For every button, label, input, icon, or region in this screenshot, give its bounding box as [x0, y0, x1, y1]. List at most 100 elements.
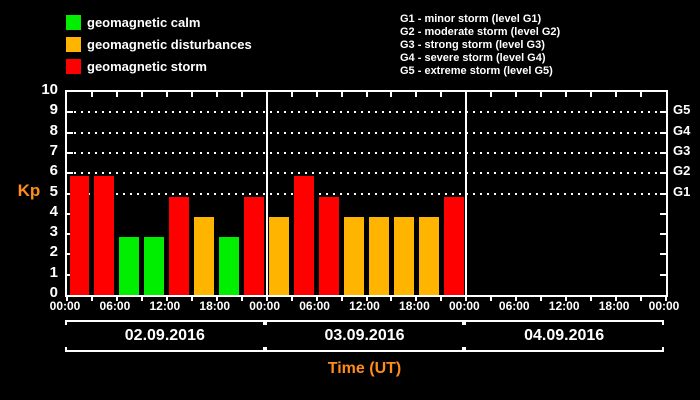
kp-bar — [219, 237, 240, 295]
kp-bar — [319, 196, 340, 295]
x-axis-tick — [340, 92, 343, 97]
y-axis-tick — [660, 273, 666, 276]
y-tick-label: 9 — [49, 101, 58, 119]
x-axis-tick — [640, 297, 643, 301]
day-bracket-top — [65, 320, 265, 325]
x-axis-tick — [315, 297, 318, 301]
x-axis-tick — [490, 297, 493, 301]
x-axis-tick — [640, 92, 643, 97]
day-separator — [465, 92, 468, 295]
dotted-gridline — [67, 131, 666, 134]
kp-bar — [194, 216, 215, 295]
kp-bar — [269, 216, 290, 295]
x-axis-tick — [390, 297, 393, 301]
kp-bar — [69, 176, 90, 295]
legend: geomagnetic calm geomagnetic disturbances… — [66, 15, 252, 81]
x-tick-label: 12:00 — [548, 299, 580, 313]
x-tick-label: 06:00 — [498, 299, 530, 313]
y-axis-tick — [660, 151, 666, 154]
x-axis-tick — [115, 92, 118, 97]
y-tick-label: 0 — [49, 284, 58, 301]
plot-area — [65, 90, 668, 301]
x-axis-tick — [565, 297, 568, 301]
y-axis-tick — [660, 253, 666, 256]
y-axis-tick — [67, 111, 73, 114]
x-tick-label: 12:00 — [349, 299, 380, 313]
x-tick-label: 06:00 — [99, 299, 131, 313]
x-axis-tick — [365, 297, 368, 301]
x-axis-tick — [515, 297, 518, 301]
day-bracket-top — [464, 320, 664, 325]
x-axis-tick — [565, 92, 568, 97]
g-level-label: G1 — [673, 183, 691, 199]
y-tick-label: 1 — [49, 263, 58, 281]
x-axis-title: Time (UT) — [327, 360, 402, 377]
x-axis-tick — [165, 297, 168, 301]
x-axis-tick — [615, 297, 618, 301]
dotted-gridline — [67, 192, 666, 195]
y-axis-title: Kp — [17, 181, 41, 200]
storm-swatch — [66, 59, 81, 74]
y-axis-tick — [660, 212, 666, 215]
storm-scale-line: G4 - severe storm (level G4) — [400, 52, 546, 64]
x-axis-tick — [540, 92, 543, 97]
x-tick-label: 00:00 — [249, 299, 280, 313]
x-axis-tick — [140, 297, 143, 301]
y-tick-label: 2 — [49, 243, 58, 261]
day-bracket-top — [264, 320, 465, 325]
y-tick-label: 4 — [49, 202, 58, 220]
legend-item: geomagnetic storm — [66, 59, 252, 74]
day-bracket-bottom — [65, 347, 265, 352]
x-axis-tick — [590, 297, 593, 301]
y-axis-tick — [660, 233, 666, 236]
storm-scale-line: G3 - strong storm (level G3) — [400, 39, 545, 51]
x-axis-tick — [515, 92, 518, 97]
y-axis-tick — [67, 131, 73, 134]
date-label: 04.09.2016 — [524, 327, 605, 344]
storm-scale-key: G1 - minor storm (level G1) G2 - moderate… — [400, 13, 560, 78]
kp-bar — [144, 237, 165, 295]
kp-bar — [169, 196, 190, 295]
kp-bar — [369, 216, 389, 295]
legend-label: geomagnetic disturbances — [87, 37, 252, 52]
storm-scale-line: G5 - extreme storm (level G5) — [400, 65, 553, 77]
x-axis-tick — [665, 297, 667, 301]
kp-bar — [244, 196, 265, 295]
x-tick-label: 18:00 — [199, 299, 231, 313]
x-axis-tick — [140, 92, 143, 97]
g-level-label: G2 — [673, 163, 691, 179]
x-axis-tick — [240, 297, 243, 301]
x-tick-label: 00:00 — [448, 299, 480, 313]
g-level-label: G3 — [673, 142, 691, 158]
x-axis-tick — [115, 297, 118, 301]
g-level-label: G4 — [673, 122, 691, 138]
y-axis-tick — [67, 151, 73, 154]
kp-bar — [443, 196, 464, 295]
x-tick-label: 00:00 — [648, 299, 680, 313]
x-axis-tick — [540, 297, 543, 301]
x-tick-label: 06:00 — [299, 299, 330, 313]
x-axis-tick — [365, 92, 368, 97]
x-tick-label: 18:00 — [399, 299, 430, 313]
disturbance-swatch — [66, 37, 81, 52]
legend-item: geomagnetic disturbances — [66, 37, 252, 52]
date-label: 03.09.2016 — [324, 327, 405, 344]
x-axis-tick — [290, 297, 293, 301]
legend-label: geomagnetic storm — [87, 59, 207, 74]
y-tick-label: 5 — [49, 182, 58, 200]
dotted-gridline — [67, 111, 666, 114]
x-axis-tick — [465, 297, 468, 301]
y-tick-label: 3 — [49, 223, 58, 241]
y-axis-tick — [660, 172, 666, 175]
y-tick-label: 7 — [49, 141, 58, 159]
x-axis-tick — [90, 92, 93, 97]
storm-scale-line: G2 - moderate storm (level G2) — [400, 26, 561, 38]
y-axis-tick — [67, 172, 73, 175]
x-axis-tick — [215, 92, 218, 97]
dotted-gridline — [67, 151, 666, 154]
x-axis-tick — [440, 297, 443, 301]
x-axis-tick — [390, 92, 393, 97]
y-axis-tick — [660, 111, 666, 114]
kp-bar — [119, 237, 140, 295]
